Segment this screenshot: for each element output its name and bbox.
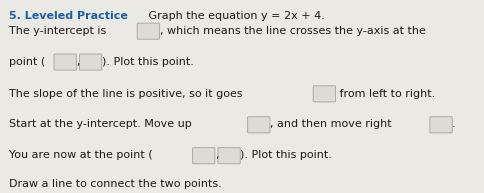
FancyBboxPatch shape xyxy=(192,148,214,164)
FancyBboxPatch shape xyxy=(313,86,335,102)
FancyBboxPatch shape xyxy=(137,23,159,39)
Text: 5. Leveled Practice: 5. Leveled Practice xyxy=(9,11,127,21)
Text: Graph the equation y = 2x + 4.: Graph the equation y = 2x + 4. xyxy=(145,11,324,21)
FancyBboxPatch shape xyxy=(54,54,76,70)
Text: Start at the y-intercept. Move up: Start at the y-intercept. Move up xyxy=(9,119,195,130)
FancyBboxPatch shape xyxy=(429,117,451,133)
Text: ). Plot this point.: ). Plot this point. xyxy=(102,57,193,67)
Text: ). Plot this point.: ). Plot this point. xyxy=(240,150,332,160)
Text: , which means the line crosses the y-axis at the: , which means the line crosses the y-axi… xyxy=(159,26,424,36)
Text: from left to right.: from left to right. xyxy=(335,89,434,99)
FancyBboxPatch shape xyxy=(247,117,270,133)
Text: Draw a line to connect the two points.: Draw a line to connect the two points. xyxy=(9,179,221,189)
Text: The y-intercept is: The y-intercept is xyxy=(9,26,109,36)
FancyBboxPatch shape xyxy=(217,148,240,164)
Text: You are now at the point (: You are now at the point ( xyxy=(9,150,152,160)
FancyBboxPatch shape xyxy=(79,54,102,70)
Text: The slope of the line is positive, so it goes: The slope of the line is positive, so it… xyxy=(9,89,245,99)
Text: , and then move right: , and then move right xyxy=(270,119,394,130)
Text: point (: point ( xyxy=(9,57,45,67)
Text: .: . xyxy=(451,119,455,130)
Text: ,: , xyxy=(214,150,218,160)
Text: ,: , xyxy=(76,57,80,67)
